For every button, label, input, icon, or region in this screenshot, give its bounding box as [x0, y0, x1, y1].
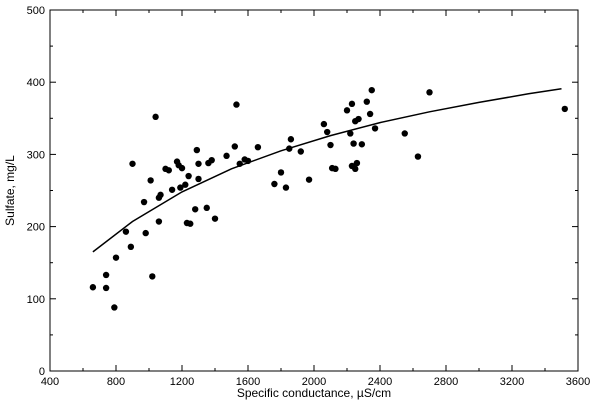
y-tick-label: 0 — [39, 366, 45, 378]
data-point — [271, 180, 278, 188]
data-point — [203, 204, 210, 212]
data-point — [165, 167, 172, 174]
data-point — [102, 271, 110, 279]
data-point — [305, 176, 313, 183]
x-tick-label: 3200 — [500, 376, 524, 388]
data-point — [211, 215, 219, 222]
data-point — [129, 160, 136, 167]
data-point — [348, 100, 356, 108]
data-point — [254, 143, 262, 151]
data-point — [277, 169, 285, 176]
data-point — [368, 86, 375, 94]
y-tick-label: 300 — [27, 149, 45, 161]
data-point — [343, 107, 351, 114]
chart-axes: 400 800 1200 1600 2000 2400 2800 3200 3600 0 100 20… — [27, 5, 591, 388]
data-point — [324, 128, 331, 136]
x-tick-label: 2000 — [302, 376, 326, 388]
x-axis-title: Specific conductance, µS/cm — [237, 386, 391, 400]
x-tick-label: 1200 — [170, 376, 194, 388]
data-point — [122, 228, 130, 235]
y-tick-label: 100 — [27, 294, 45, 306]
data-point — [149, 273, 156, 280]
data-point — [353, 159, 361, 167]
chart-marks — [89, 86, 568, 311]
data-point — [358, 141, 366, 148]
data-point — [178, 164, 186, 172]
data-point — [287, 136, 295, 143]
y-tick-label: 200 — [27, 222, 45, 234]
data-point — [363, 98, 370, 105]
data-point — [352, 165, 359, 173]
data-point — [233, 101, 240, 108]
x-tick-label: 400 — [41, 376, 59, 388]
data-point — [127, 243, 135, 251]
data-point — [371, 125, 379, 132]
data-point — [350, 140, 357, 147]
x-tick-label: 2800 — [434, 376, 458, 388]
x-tick-label: 3600 — [566, 376, 590, 388]
data-point — [152, 113, 159, 121]
data-point — [347, 130, 354, 137]
data-point — [426, 89, 433, 96]
data-point — [185, 172, 192, 180]
data-point — [332, 165, 339, 173]
data-point — [561, 105, 568, 113]
data-point — [111, 304, 118, 311]
data-point — [327, 141, 334, 149]
data-point — [112, 254, 120, 261]
data-point — [366, 110, 374, 118]
data-point — [102, 284, 110, 292]
y-tick-label: 500 — [27, 5, 45, 17]
data-point — [401, 130, 408, 137]
data-point — [182, 181, 189, 188]
data-point — [187, 220, 194, 227]
data-point — [168, 186, 176, 193]
data-point — [155, 218, 163, 225]
data-point — [89, 284, 97, 291]
data-point — [192, 206, 199, 213]
data-point — [140, 198, 148, 206]
data-point — [231, 143, 238, 150]
data-point — [177, 184, 184, 191]
data-point — [193, 146, 201, 154]
fit-curve — [92, 87, 562, 253]
data-point — [282, 184, 290, 191]
x-tick-label: 800 — [107, 376, 125, 388]
data-point — [157, 191, 164, 199]
data-point — [147, 177, 154, 184]
data-point — [223, 152, 230, 160]
data-point — [297, 148, 304, 155]
data-point — [320, 120, 328, 128]
data-point — [208, 156, 215, 164]
data-point — [195, 175, 202, 183]
y-axis-title: Sulfate, mg/L — [3, 155, 17, 226]
y-tick-label: 400 — [27, 77, 45, 89]
data-point — [414, 153, 422, 160]
x-tick-label: 2400 — [368, 376, 392, 388]
data-point — [355, 115, 362, 123]
x-tick-label: 1600 — [236, 376, 260, 388]
data-point — [142, 229, 149, 237]
plot-frame — [49, 9, 579, 372]
data-point — [195, 160, 202, 167]
